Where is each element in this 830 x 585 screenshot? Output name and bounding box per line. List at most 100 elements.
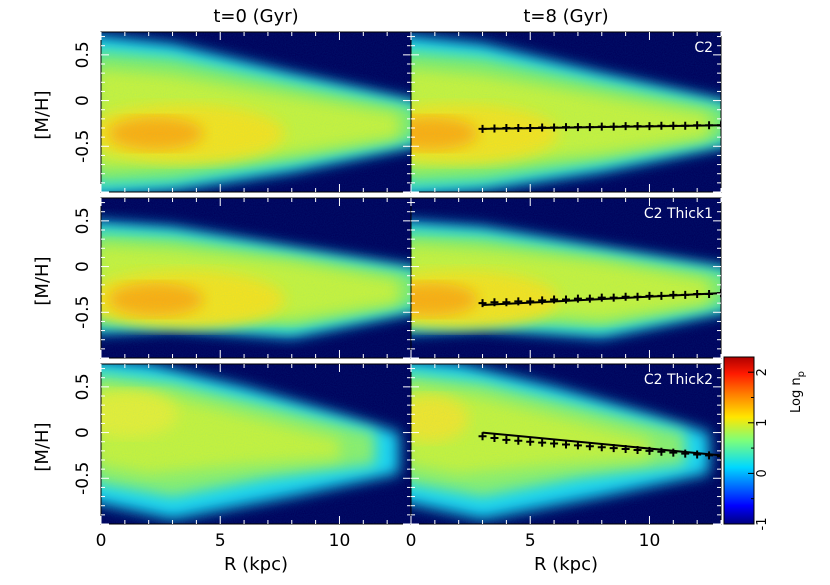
x-tick-label: 5 bbox=[215, 531, 226, 551]
panel-plot-area bbox=[101, 364, 411, 524]
panel-frame bbox=[410, 197, 722, 359]
gradient-point bbox=[585, 442, 594, 451]
panel-plot-area bbox=[101, 32, 411, 192]
gradient-point bbox=[609, 444, 618, 453]
gradient-point bbox=[705, 121, 714, 130]
gradient-point bbox=[597, 122, 606, 131]
column-title-right: t=8 (Gyr) bbox=[523, 6, 608, 27]
density-noise bbox=[411, 198, 721, 358]
panel-r3-c1: -0.5 0 0.5 0 5 10 bbox=[73, 363, 412, 551]
panel-plot-area bbox=[101, 198, 411, 358]
x-tick-label: 5 bbox=[525, 531, 536, 551]
gradient-point bbox=[645, 446, 654, 455]
panel-plot-area bbox=[411, 32, 721, 192]
colorbar-label: Log np bbox=[789, 371, 807, 413]
gradient-point bbox=[681, 449, 690, 458]
y-tick-label: -0.5 bbox=[73, 296, 93, 329]
gradient-point bbox=[669, 121, 678, 130]
x-axis-label-right: R (kpc) bbox=[534, 554, 598, 575]
y-tick-label: -0.5 bbox=[73, 462, 93, 495]
panel-r3-c2: C2 Thick2 0 5 10 bbox=[406, 363, 722, 551]
colorbar-body bbox=[723, 356, 755, 525]
y-axis-label-row2: [M/H] bbox=[32, 256, 53, 305]
gradient-point bbox=[562, 295, 570, 304]
gradient-point bbox=[669, 290, 678, 299]
panels: -0.500.5 C2-0.500.5 C2 Thick1-0.500.50 5 10C… bbox=[73, 31, 722, 551]
y-tick-label: 0.5 bbox=[73, 207, 93, 234]
gradient-point bbox=[657, 121, 666, 130]
colorbar: -1 0 1 2 Log np bbox=[723, 356, 807, 530]
gradient-point bbox=[514, 124, 523, 132]
x-tick-label: 10 bbox=[639, 531, 661, 551]
y-tick-label: 0.5 bbox=[73, 41, 93, 68]
colorbar-tick-label: 0 bbox=[755, 469, 770, 477]
gradient-point bbox=[717, 121, 721, 130]
gradient-point bbox=[717, 452, 721, 461]
density-noise bbox=[101, 32, 411, 192]
gradient-point bbox=[693, 121, 702, 130]
gradient-point bbox=[562, 440, 570, 449]
gradient-point bbox=[633, 122, 642, 131]
colorbar-tick-label: 1 bbox=[755, 419, 770, 427]
gradient-point bbox=[585, 123, 594, 132]
gradient-point bbox=[538, 438, 547, 447]
y-axis-label-row1: [M/H] bbox=[32, 90, 53, 139]
panel-r1-c1: -0.5 0 0.5 bbox=[73, 31, 412, 193]
panel-frame bbox=[410, 31, 722, 193]
gradient-point bbox=[657, 447, 666, 456]
y-tick-label: 0 bbox=[73, 95, 93, 106]
column-title-left: t=0 (Gyr) bbox=[213, 6, 298, 27]
gradient-point bbox=[573, 441, 582, 450]
gradient-point bbox=[478, 124, 487, 133]
gradient-point bbox=[645, 291, 654, 300]
gradient-point bbox=[550, 439, 559, 448]
panel-frame bbox=[410, 363, 722, 525]
gradient-point bbox=[609, 293, 618, 302]
x-tick-label: 0 bbox=[406, 531, 417, 551]
gradient-point bbox=[621, 445, 630, 454]
gradient-point bbox=[573, 294, 582, 303]
gradient-point bbox=[717, 289, 721, 298]
colorbar-label-text: Log n bbox=[789, 377, 804, 413]
y-tick-label: 0 bbox=[73, 261, 93, 272]
gradient-point bbox=[502, 298, 511, 307]
gradient-point bbox=[645, 122, 654, 131]
gradient-point bbox=[657, 291, 666, 300]
gradient-point bbox=[502, 435, 511, 444]
gradient-point bbox=[573, 123, 582, 132]
y-tick-label: 0.5 bbox=[73, 373, 93, 400]
y-tick-label: -0.5 bbox=[73, 130, 93, 163]
gradient-point bbox=[490, 124, 499, 133]
panel-label: C2 bbox=[694, 40, 713, 56]
panel-r2-c2: C2 Thick1 bbox=[410, 197, 722, 359]
gradient-point bbox=[502, 124, 511, 132]
gradient-point bbox=[526, 297, 535, 306]
x-tick-label: 0 bbox=[96, 531, 107, 551]
gradient-point bbox=[585, 294, 594, 303]
gradient-point bbox=[609, 122, 618, 131]
gradient-point bbox=[514, 297, 523, 306]
panel-r1-c2: C2 bbox=[410, 31, 722, 193]
gradient-point bbox=[550, 123, 559, 132]
gradient-point bbox=[633, 445, 642, 454]
gradient-point bbox=[693, 450, 702, 459]
panel-r2-c1: -0.5 0 0.5 bbox=[73, 197, 412, 359]
gradient-point bbox=[597, 443, 606, 452]
x-tick-label: 10 bbox=[329, 531, 351, 551]
colorbar-tick-label: 2 bbox=[755, 368, 770, 376]
colorbar-ticks: -1 0 1 2 bbox=[748, 368, 770, 530]
colorbar-label-subscript: p bbox=[796, 371, 807, 377]
panel-plot-area bbox=[411, 198, 721, 358]
gradient-point bbox=[490, 298, 499, 307]
panel-label: C2 Thick1 bbox=[644, 206, 713, 222]
gradient-point bbox=[705, 451, 714, 460]
gradient-point bbox=[550, 295, 559, 304]
density-noise bbox=[411, 32, 721, 192]
gradient-point bbox=[633, 292, 642, 301]
density-noise bbox=[101, 198, 411, 358]
gradient-point bbox=[514, 436, 523, 445]
gradient-point bbox=[705, 290, 714, 298]
gradient-point bbox=[538, 123, 547, 132]
panel-label: C2 Thick2 bbox=[644, 372, 713, 388]
